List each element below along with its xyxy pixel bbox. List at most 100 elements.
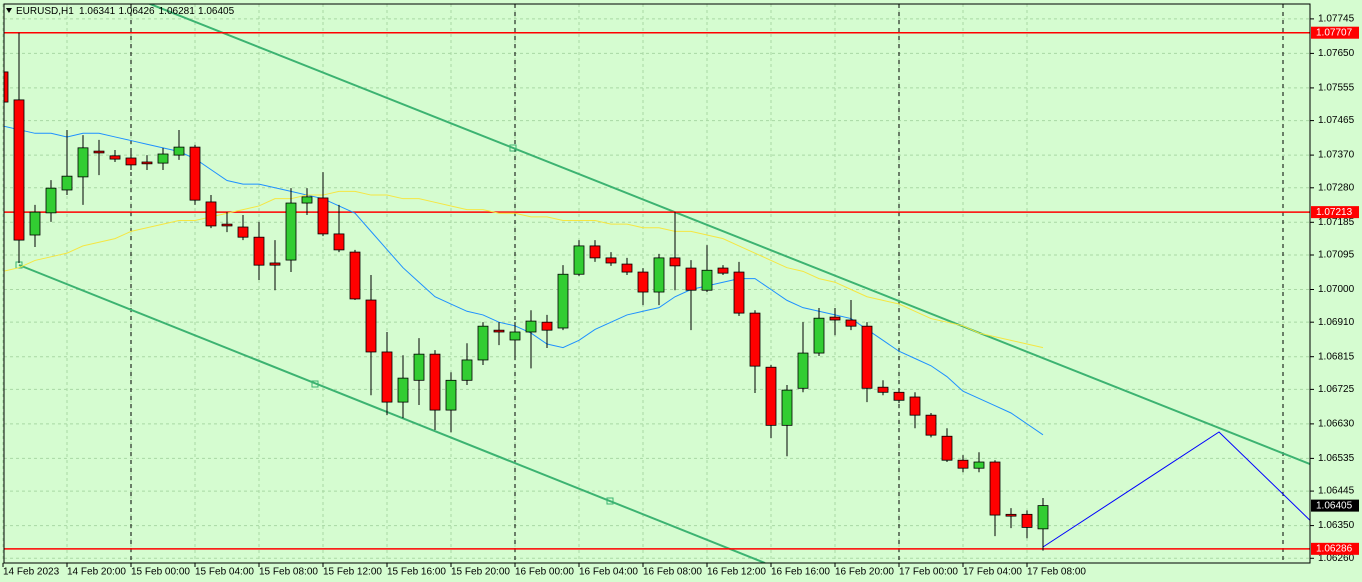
x-tick-label: 15 Feb 12:00 — [323, 567, 382, 578]
candle-body — [733, 271, 745, 314]
y-tick-label: 1.07095 — [1318, 250, 1355, 261]
y-tick-label: 1.06725 — [1318, 384, 1355, 395]
candle-body — [573, 245, 585, 275]
level-label: 1.07213 — [1316, 207, 1353, 218]
y-tick-label: 1.07000 — [1318, 284, 1355, 295]
candle-body — [829, 316, 841, 321]
candle-body — [557, 273, 569, 329]
x-tick-label: 14 Feb 2023 — [3, 567, 60, 578]
candle-body — [717, 267, 729, 274]
header-open: 1.06341 — [79, 6, 116, 17]
candle-body — [925, 414, 937, 436]
y-tick-label: 1.07555 — [1318, 83, 1355, 94]
candle-body — [413, 353, 425, 381]
candle-body — [781, 389, 793, 426]
x-tick-label: 17 Feb 00:00 — [899, 567, 958, 578]
candle-body — [1021, 513, 1033, 528]
candle-body — [61, 175, 73, 191]
x-tick-label: 16 Feb 08:00 — [643, 567, 702, 578]
candle-body — [1005, 513, 1017, 517]
candle-body — [957, 459, 969, 469]
candle-body — [765, 366, 777, 426]
candle-body — [445, 379, 457, 411]
y-tick-label: 1.06630 — [1318, 419, 1355, 430]
candle-body — [845, 319, 857, 327]
candle-body — [221, 223, 233, 227]
y-tick-label: 1.07465 — [1318, 115, 1355, 126]
level-label: 1.07707 — [1316, 27, 1353, 38]
trend-channel-lower — [18, 264, 766, 563]
candle-body — [461, 359, 473, 381]
chart-header: EURUSD,H1 1.06341 1.06426 1.06281 1.06405 — [16, 6, 235, 17]
candle-body — [653, 257, 665, 293]
header-icon — [6, 8, 12, 13]
candle-body — [989, 461, 1001, 516]
x-tick-label: 15 Feb 16:00 — [387, 567, 446, 578]
y-tick-label: 1.06445 — [1318, 486, 1355, 497]
header-high: 1.06426 — [118, 6, 155, 17]
channel-handle — [311, 380, 319, 388]
y-tick-label: 1.06910 — [1318, 317, 1355, 328]
y-tick-label: 1.07280 — [1318, 182, 1355, 193]
x-tick-label: 15 Feb 04:00 — [195, 567, 254, 578]
y-tick-label: 1.06815 — [1318, 351, 1355, 362]
candle-body — [941, 435, 953, 461]
header-close: 1.06405 — [198, 6, 235, 17]
candle-body — [125, 157, 137, 166]
candle-body — [349, 251, 361, 300]
candle-body — [333, 233, 345, 251]
candle-body — [93, 150, 105, 154]
candle-body — [13, 99, 25, 241]
candle-body — [173, 146, 185, 156]
candle-body — [589, 245, 601, 259]
y-tick-label: 1.07745 — [1318, 14, 1355, 25]
x-tick-label: 17 Feb 04:00 — [963, 567, 1022, 578]
candle-body — [541, 321, 553, 331]
x-tick-label: 16 Feb 20:00 — [835, 567, 894, 578]
candle-body — [493, 329, 505, 333]
candle-body — [365, 299, 377, 353]
candle-body — [45, 187, 57, 214]
candle-body — [301, 196, 313, 204]
candle-body — [669, 257, 681, 267]
projection-line — [1042, 431, 1310, 548]
x-tick-label: 16 Feb 04:00 — [579, 567, 638, 578]
candle-body — [605, 257, 617, 264]
candle-body — [749, 312, 761, 367]
candle-body — [4, 71, 9, 103]
candle-body — [141, 161, 153, 165]
candle-body — [109, 155, 121, 160]
candle-body — [157, 153, 169, 164]
y-tick-label: 1.06260 — [1318, 553, 1355, 564]
channel-handle — [509, 144, 517, 152]
candle-body — [685, 267, 697, 291]
candle-body — [205, 201, 217, 227]
candle-body — [973, 461, 985, 469]
grid — [2, 4, 1310, 563]
candle-body — [909, 396, 921, 416]
y-tick-label: 1.06535 — [1318, 453, 1355, 464]
candle-body — [877, 386, 889, 393]
candle-body — [381, 351, 393, 403]
level-label-bg — [1311, 26, 1359, 39]
y-tick-label: 1.06350 — [1318, 520, 1355, 531]
candle-body — [813, 317, 825, 354]
y-tick-label: 1.07370 — [1318, 150, 1355, 161]
candle-body — [477, 325, 489, 361]
candle-body — [893, 391, 905, 401]
price-label: 1.06405 — [1316, 500, 1353, 511]
x-tick-label: 15 Feb 00:00 — [131, 567, 190, 578]
x-tick-label: 14 Feb 20:00 — [67, 567, 126, 578]
moving-average — [4, 190, 1044, 349]
plot-frame — [3, 3, 1311, 564]
x-tick-label: 16 Feb 12:00 — [707, 567, 766, 578]
level-label-bg — [1311, 542, 1359, 555]
plot-area — [4, 4, 1310, 563]
symbol: EURUSD,H1 — [16, 6, 74, 17]
candle-body — [637, 271, 649, 293]
header-low: 1.06281 — [159, 6, 196, 17]
x-tick-label: 16 Feb 00:00 — [515, 567, 574, 578]
y-tick-label: 1.07650 — [1318, 48, 1355, 59]
